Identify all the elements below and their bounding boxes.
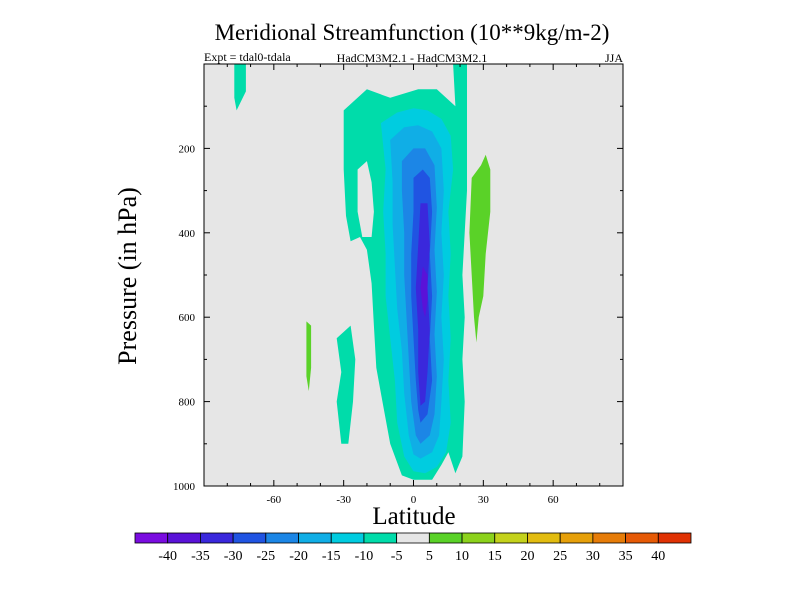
colorbar-label: -30	[224, 549, 243, 564]
colorbar-label: -20	[289, 549, 308, 564]
model-label: HadCM3M2.1 - HadCM3M2.1	[337, 51, 488, 65]
colorbar-label: -40	[158, 549, 177, 564]
contour-right-green-blob	[469, 154, 491, 343]
contour-far-left-green-strip	[306, 321, 312, 392]
colorbar-swatch	[167, 532, 201, 544]
colorbar-swatch	[265, 532, 299, 544]
colorbar-swatch	[232, 532, 267, 544]
colorbar-label: 15	[488, 549, 502, 564]
y-axis-label: Pressure (in hPa)	[113, 187, 142, 365]
colorbar-swatch	[592, 532, 626, 544]
colorbar-label: 30	[586, 549, 600, 564]
colorbar-label: 20	[520, 549, 534, 564]
y-tick-label: 1000	[173, 481, 196, 493]
colorbar: -40 -35 -30 -25 -20 -15 -10 -5 5 10 15 20 25 30 35 40	[134, 532, 692, 564]
colorbar-swatch	[494, 532, 528, 544]
colorbar-swatch	[134, 532, 169, 544]
contour-violet-core	[420, 266, 428, 318]
experiment-label: Expt = tdal0-tdala	[204, 50, 291, 64]
colorbar-label: -15	[322, 549, 341, 564]
axis-ticks: -60 -30 0 30 60 200 400 600 800 1000	[173, 64, 623, 506]
colorbar-swatch	[625, 532, 659, 544]
y-tick-label: 200	[179, 143, 196, 155]
colorbar-label: -10	[355, 549, 374, 564]
season-label: JJA	[605, 51, 623, 65]
y-tick-label: 400	[179, 228, 196, 240]
colorbar-swatch	[396, 532, 430, 544]
colorbar-swatch	[527, 532, 561, 544]
x-tick-label: 60	[548, 494, 560, 506]
colorbar-swatch	[428, 532, 463, 544]
contour-upper-left-cyan-streak	[234, 64, 246, 111]
colorbar-swatch	[363, 532, 398, 544]
colorbar-label: 10	[455, 549, 469, 564]
x-tick-label: -30	[336, 494, 351, 506]
chart-title: Meridional Streamfunction (10**9kg/m-2)	[215, 20, 610, 45]
contour-left-lower-cyan-blob	[336, 325, 356, 444]
x-tick-label: -60	[266, 494, 281, 506]
colorbar-label: 25	[553, 549, 567, 564]
colorbar-label: -35	[191, 549, 210, 564]
colorbar-swatch	[298, 532, 332, 544]
colorbar-label: 40	[651, 549, 665, 564]
x-tick-label: 30	[478, 494, 490, 506]
colorbar-label: 35	[619, 549, 633, 564]
contour-cyan-envelope-hole	[357, 161, 374, 237]
x-axis-label: Latitude	[372, 503, 455, 530]
colorbar-label: -25	[256, 549, 275, 564]
colorbar-swatch	[657, 532, 692, 544]
colorbar-swatch	[330, 532, 365, 544]
x-tick-label: 0	[411, 494, 417, 506]
y-tick-label: 600	[179, 312, 196, 324]
colorbar-label: 5	[426, 549, 433, 564]
colorbar-swatch	[200, 532, 234, 544]
colorbar-label: -5	[391, 549, 403, 564]
y-tick-label: 800	[179, 397, 196, 409]
colorbar-swatch	[461, 532, 496, 544]
colorbar-swatch	[559, 532, 594, 544]
plot-area	[203, 63, 624, 487]
